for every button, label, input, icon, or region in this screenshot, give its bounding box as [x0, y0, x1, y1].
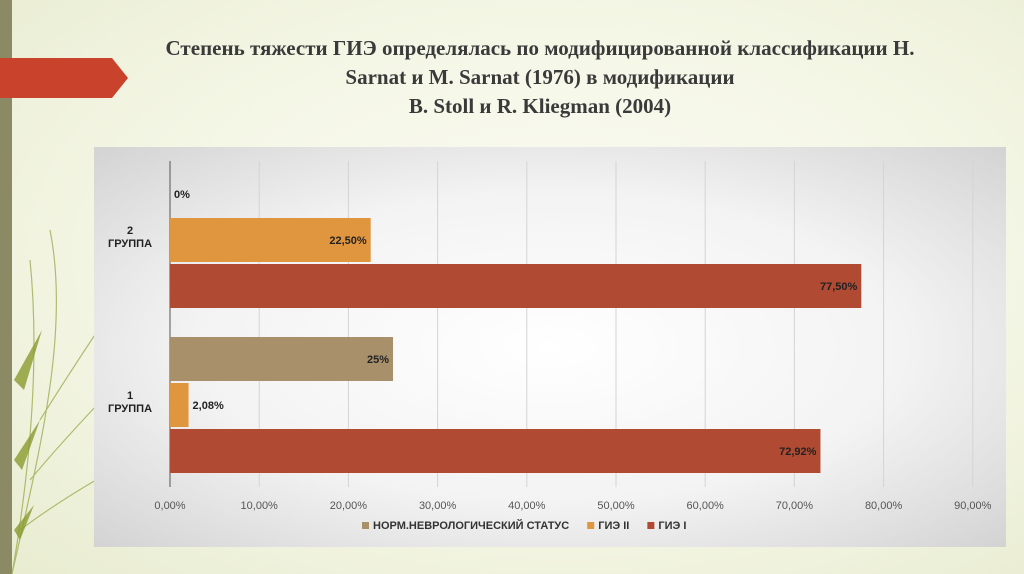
title-line-3: B. Stoll и R. Kliegman (2004) — [408, 94, 672, 118]
bar — [170, 337, 393, 381]
data-label: 77,50% — [820, 281, 858, 293]
title-line-1: Степень тяжести ГИЭ определялась по моди… — [165, 36, 915, 60]
category-label: 1 ГРУППА — [108, 390, 152, 415]
data-label: 25% — [367, 354, 389, 366]
x-tick-label: 20,00% — [330, 500, 368, 512]
bar — [170, 383, 189, 427]
x-tick-label: 0,00% — [154, 500, 185, 512]
x-tick-label: 80,00% — [865, 500, 903, 512]
data-label: 0% — [174, 189, 190, 201]
slide-title: Степень тяжести ГИЭ определялась по моди… — [60, 34, 1020, 121]
x-tick-label: 30,00% — [419, 500, 457, 512]
title-line-2: Sarnat и М. Sarnat (1976) в модификации — [345, 65, 735, 89]
accent-tab — [0, 58, 128, 98]
x-tick-label: 40,00% — [508, 500, 546, 512]
bar — [170, 218, 371, 262]
data-label: 72,92% — [779, 446, 817, 458]
legend-label: ГИЭ I — [658, 520, 686, 532]
legend-label: ГИЭ II — [598, 520, 629, 532]
x-tick-label: 10,00% — [241, 500, 279, 512]
x-tick-label: 50,00% — [597, 500, 635, 512]
bar — [170, 429, 821, 473]
data-label: 22,50% — [329, 235, 367, 247]
legend-swatch — [362, 522, 369, 529]
chart-panel: 0,00% 10,00% 20,00% 30,00% 40,00% 50,00% 60,00… — [94, 147, 1006, 547]
data-label: 2,08% — [193, 400, 224, 412]
legend-label: НОРМ.НЕВРОЛОГИЧЕСКИЙ СТАТУС — [373, 519, 569, 532]
bar — [170, 264, 862, 308]
bar-chart: 0,00% 10,00% 20,00% 30,00% 40,00% 50,00% 60,00… — [108, 161, 992, 532]
left-decor-strip — [0, 0, 12, 574]
category-label: 2 ГРУППА — [108, 225, 152, 250]
legend-swatch — [587, 522, 595, 529]
x-tick-label: 70,00% — [776, 500, 814, 512]
x-tick-label: 60,00% — [687, 500, 725, 512]
legend-swatch — [647, 522, 655, 529]
x-tick-label: 90,00% — [954, 500, 992, 512]
